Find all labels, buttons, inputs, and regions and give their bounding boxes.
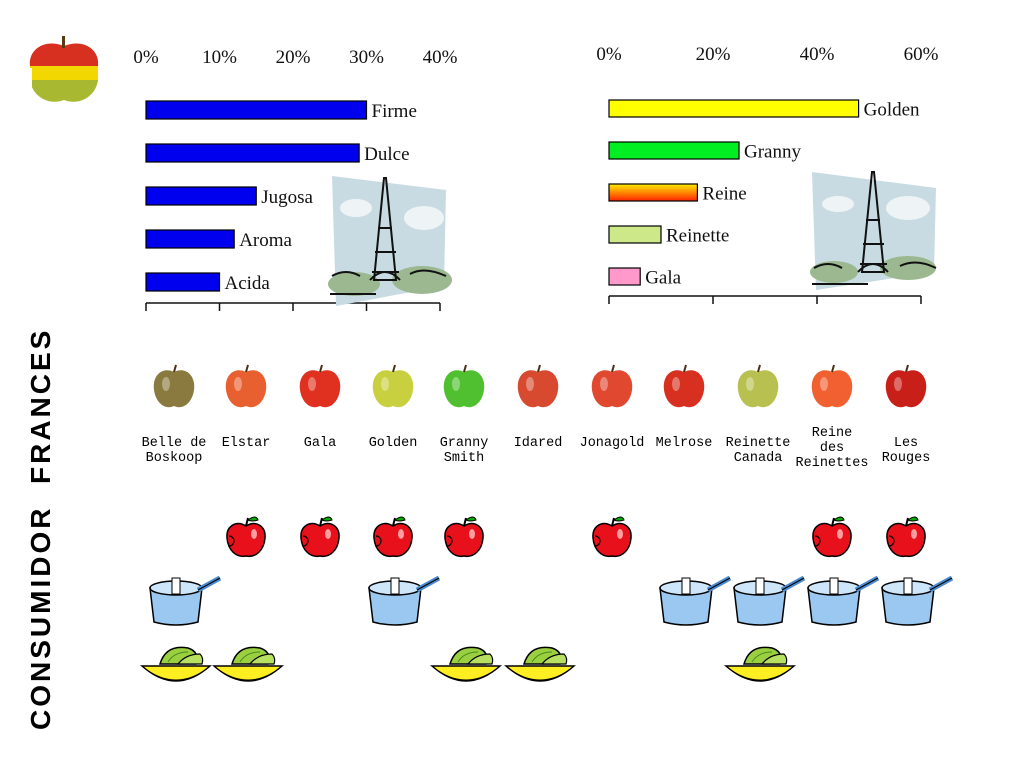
bar-firme [145,100,368,120]
apple-photo [884,364,928,408]
cooking-pot-icon [728,572,808,633]
apple-photo [371,364,415,408]
salad-plate-icon [722,638,798,695]
variety-name: Golden [368,436,418,451]
bar-label: Dulce [364,144,409,165]
tick-label: 20% [276,47,311,68]
apple-photo [662,364,706,408]
salad-plate-icon [138,638,214,695]
bar-label: Acida [225,273,271,294]
tick-label: 0% [133,47,159,68]
variety-name: Reinette Canada [725,436,791,466]
bar-label: Firme [372,101,417,122]
bar-label: Reinette [666,226,729,247]
apple-photo [224,364,268,408]
bar-granny [608,141,740,160]
apple-photo [516,364,560,408]
variety-name: Les Rouges [881,436,931,466]
fresh-eating-apple-icon [296,514,344,567]
cooking-pot-icon [876,572,956,633]
eiffel-tower-picture-left [328,176,452,306]
bar-reine [608,183,699,202]
attributes-bar-chart: 0% 10% 20% 30% 40% Firme Dulce Jugosa Aroma Acida [133,47,458,311]
apple-photo [298,364,342,408]
tick-label: 0% [596,44,622,65]
variety-name: Reine des Reinettes [795,426,869,471]
fresh-eating-apple-icon [808,514,856,567]
tick-label: 40% [800,44,835,65]
apple-photo [442,364,486,408]
cooking-pot-icon [802,572,882,633]
variety-name: Granny Smith [439,436,489,466]
bar-golden [608,99,860,118]
bar-dulce [145,143,360,163]
varieties-bar-chart: 0% 20% 40% 60% Golden Granny Reine Reinette Gala [596,44,939,304]
tick-label: 30% [349,47,384,68]
cooking-pot-icon [144,572,224,633]
apple-photo [152,364,196,408]
apple-logo-icon [24,36,99,102]
bar-aroma [145,229,235,249]
fresh-eating-apple-icon [882,514,930,567]
tick-label: 40% [423,47,458,68]
apple-photo [736,364,780,408]
variety-name: Melrose [655,436,713,451]
tick-label: 60% [904,44,939,65]
variety-name: Elstar [221,436,271,451]
bar-label: Gala [645,268,681,289]
bar-gala [608,267,641,286]
bar-label: Golden [864,100,920,121]
fresh-eating-apple-icon [222,514,270,567]
variety-name: Gala [303,436,337,451]
fresh-eating-apple-icon [369,514,417,567]
salad-plate-icon [428,638,504,695]
tick-label: 10% [202,47,237,68]
variety-name: Jonagold [579,436,645,451]
fresh-eating-apple-icon [588,514,636,567]
bar-label: Granny [744,142,801,163]
fresh-eating-apple-icon [440,514,488,567]
tick-label: 20% [696,44,731,65]
page-title: CONSUMIDOR FRANCES [25,327,56,730]
cooking-pot-icon [654,572,734,633]
bar-label: Jugosa [261,187,313,208]
apple-photo [810,364,854,408]
apple-photo [590,364,634,408]
bar-reinette [608,225,662,244]
bar-label: Aroma [239,230,292,251]
variety-name: Belle de Boskoop [141,436,207,466]
cooking-pot-icon [363,572,443,633]
bar-jugosa [145,186,257,206]
variety-name: Idared [513,436,563,451]
bar-acida [145,272,221,292]
salad-plate-icon [210,638,286,695]
bar-label: Reine [702,184,746,205]
salad-plate-icon [502,638,578,695]
eiffel-tower-picture-right [810,171,937,290]
